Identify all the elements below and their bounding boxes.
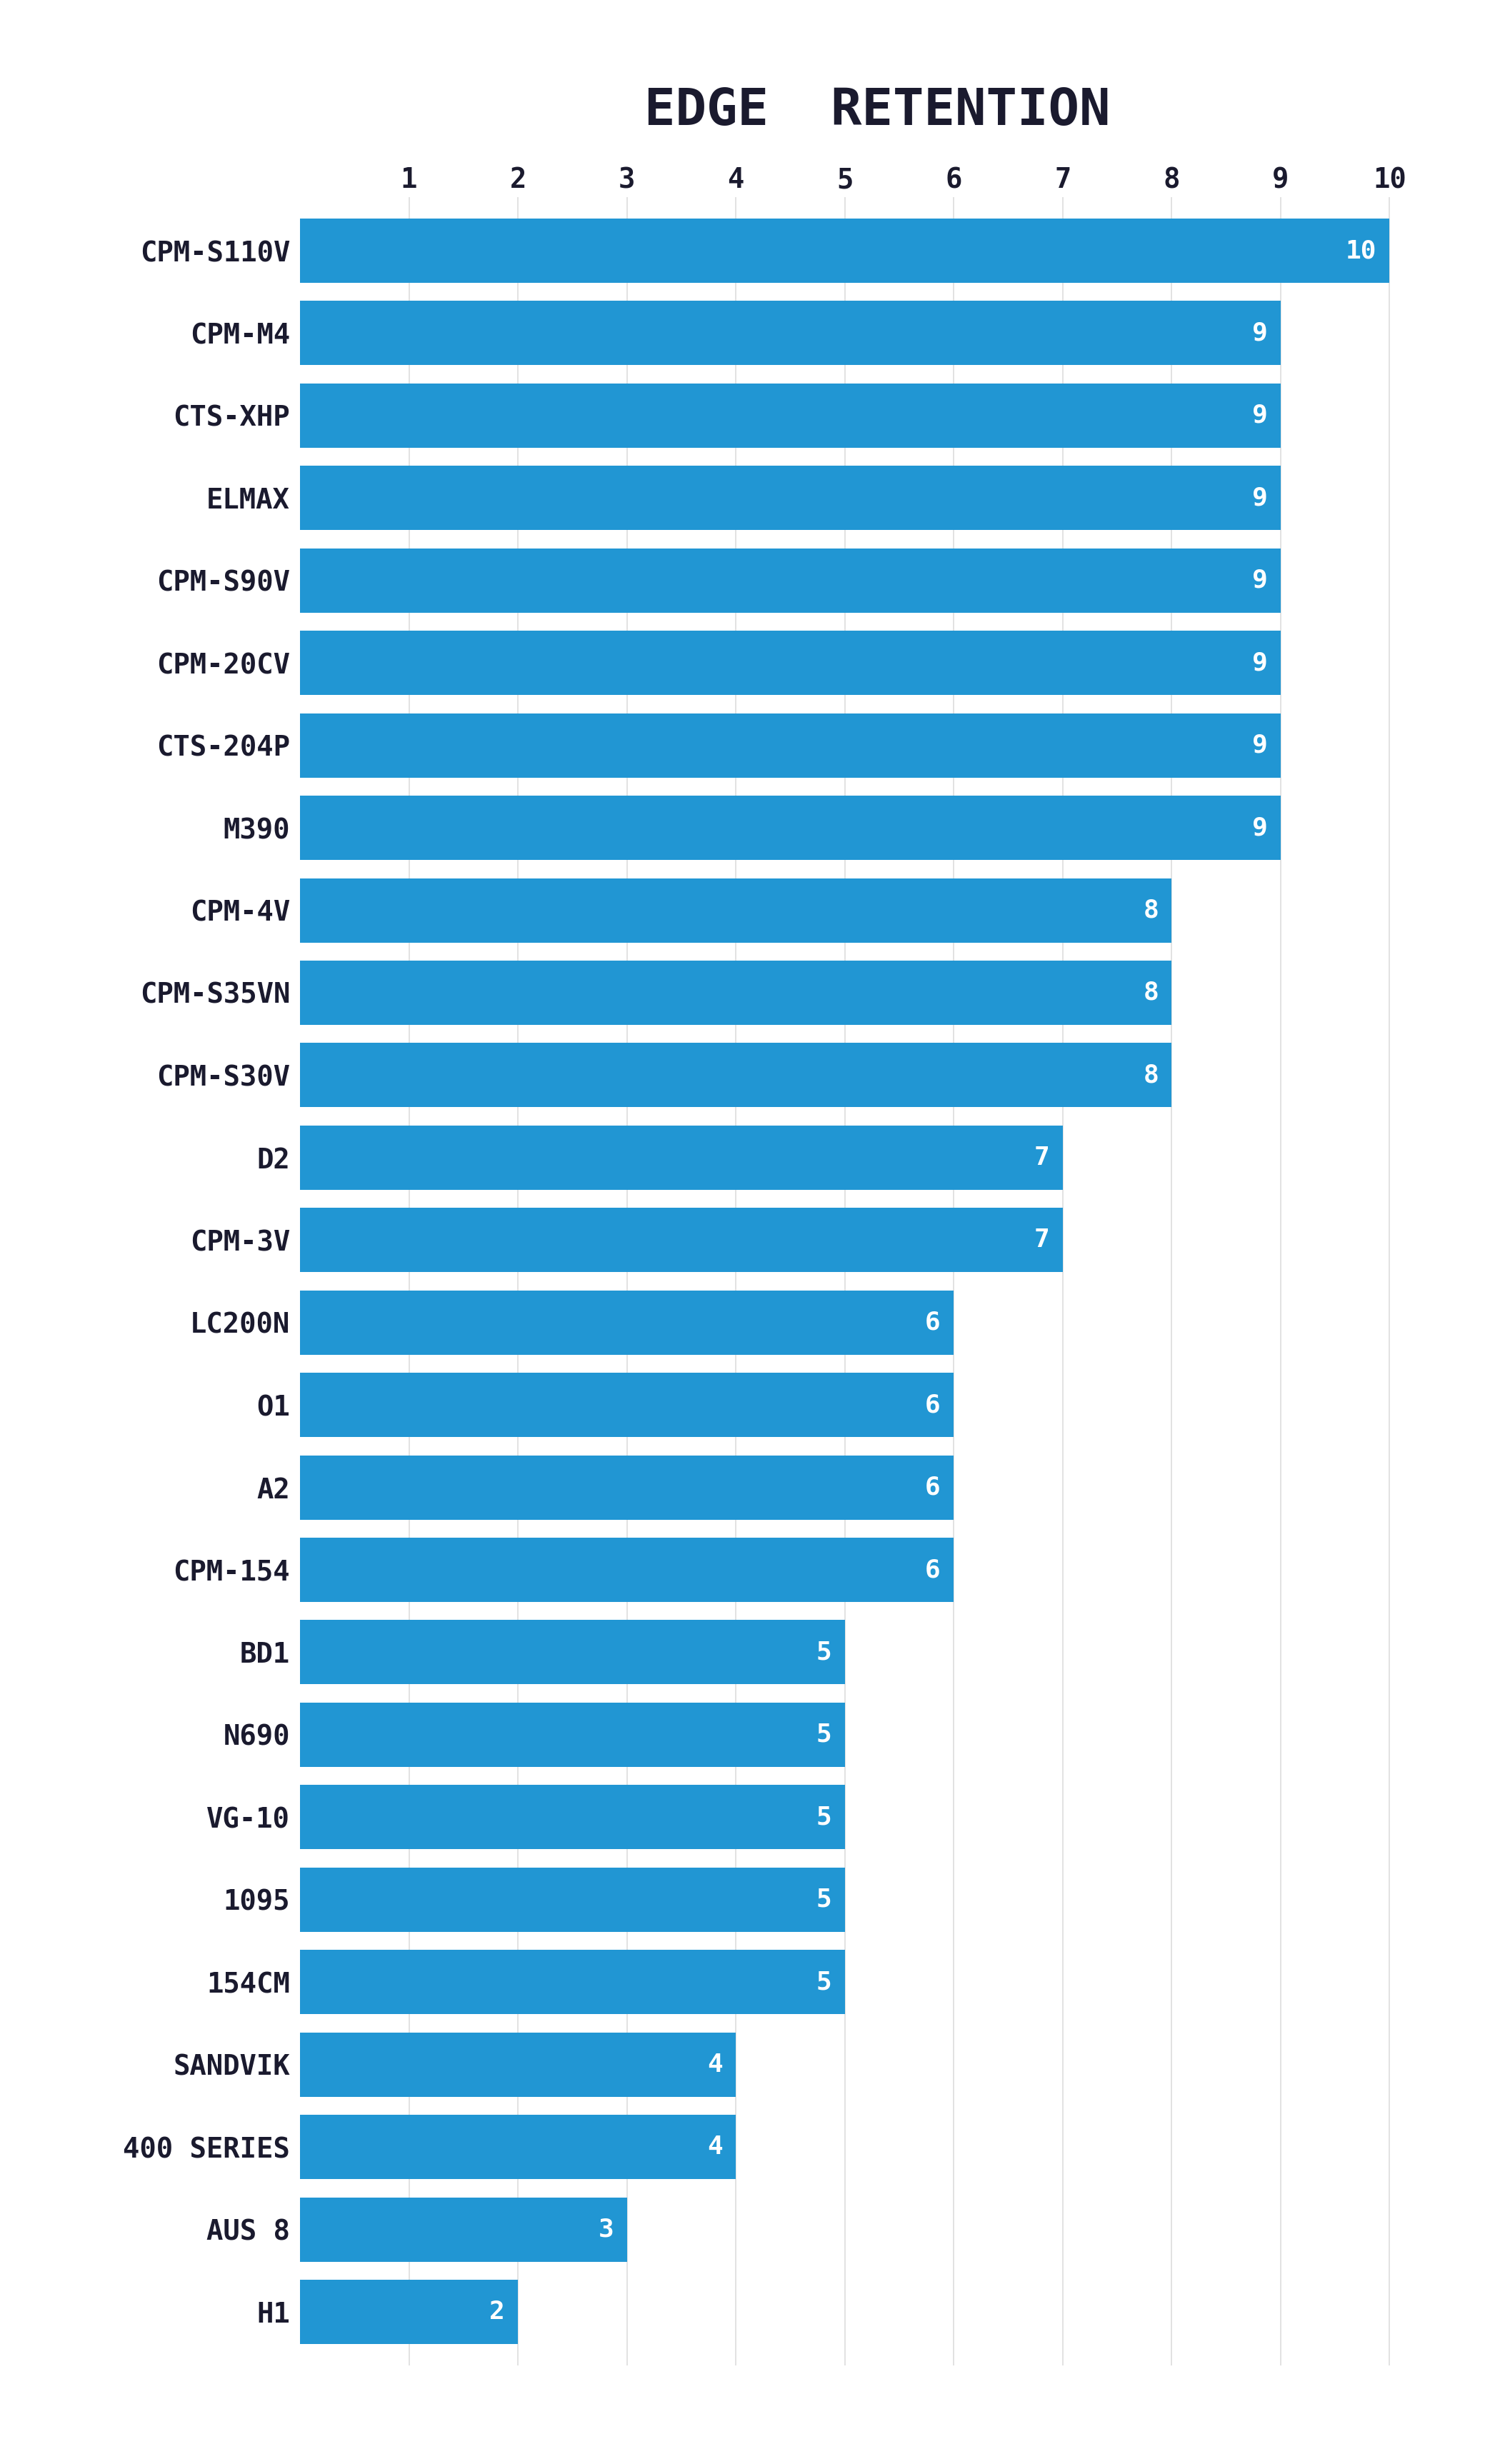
- Bar: [300, 1621, 844, 1685]
- Bar: [300, 466, 1281, 530]
- Bar: [300, 1207, 1062, 1271]
- Text: 4: 4: [706, 2053, 723, 2077]
- Text: 9: 9: [1252, 816, 1268, 840]
- Text: 9: 9: [1252, 320, 1268, 345]
- Text: 5: 5: [816, 1722, 831, 1747]
- Polygon shape: [807, 2378, 874, 2432]
- Bar: [300, 1456, 954, 1520]
- Text: 2: 2: [489, 2299, 506, 2324]
- Text: 7: 7: [1034, 1146, 1050, 1170]
- Text: 5: 5: [816, 1969, 831, 1993]
- Text: 6: 6: [926, 1557, 940, 1582]
- Text: 8: 8: [1143, 1062, 1158, 1087]
- Bar: [300, 1868, 844, 1932]
- Text: 6: 6: [926, 1311, 940, 1335]
- Bar: [300, 2114, 736, 2178]
- Text: 8: 8: [1143, 899, 1158, 922]
- Text: 5: 5: [816, 1887, 831, 1912]
- Text: 7: 7: [1034, 1227, 1050, 1252]
- Text: 10: 10: [1346, 239, 1377, 264]
- Text: 5: 5: [816, 1806, 831, 1828]
- Bar: [300, 1126, 1062, 1190]
- Bar: [300, 1372, 954, 1437]
- Bar: [300, 549, 1281, 614]
- Bar: [300, 219, 1389, 283]
- Text: │: │: [896, 2393, 908, 2417]
- Bar: [300, 1538, 954, 1602]
- Bar: [300, 877, 1172, 941]
- Text: 5: 5: [816, 1641, 831, 1663]
- Bar: [300, 1291, 954, 1355]
- Bar: [300, 1042, 1172, 1106]
- Bar: [300, 796, 1281, 860]
- Bar: [300, 631, 1281, 695]
- Bar: [300, 1784, 844, 1850]
- Text: 9: 9: [1252, 650, 1268, 675]
- Bar: [300, 2279, 518, 2343]
- Bar: [300, 301, 1281, 365]
- Text: 6: 6: [926, 1392, 940, 1417]
- Bar: [300, 712, 1281, 779]
- Bar: [300, 2033, 736, 2097]
- Text: 9: 9: [1252, 569, 1268, 594]
- Text: 6: 6: [926, 1476, 940, 1501]
- Text: 3: 3: [599, 2218, 614, 2242]
- Bar: [300, 961, 1172, 1025]
- Text: 8: 8: [1143, 981, 1158, 1005]
- Bar: [300, 1949, 844, 2013]
- Text: 9: 9: [1252, 485, 1268, 510]
- Bar: [300, 2198, 627, 2262]
- Text: BLADEHQ: BLADEHQ: [942, 2390, 1066, 2420]
- Text: 9: 9: [1252, 734, 1268, 756]
- Bar: [300, 384, 1281, 448]
- Text: 4: 4: [706, 2134, 723, 2158]
- Bar: [300, 1703, 844, 1767]
- Text: EDGE  RETENTION: EDGE RETENTION: [645, 86, 1110, 136]
- Text: 9: 9: [1252, 404, 1268, 429]
